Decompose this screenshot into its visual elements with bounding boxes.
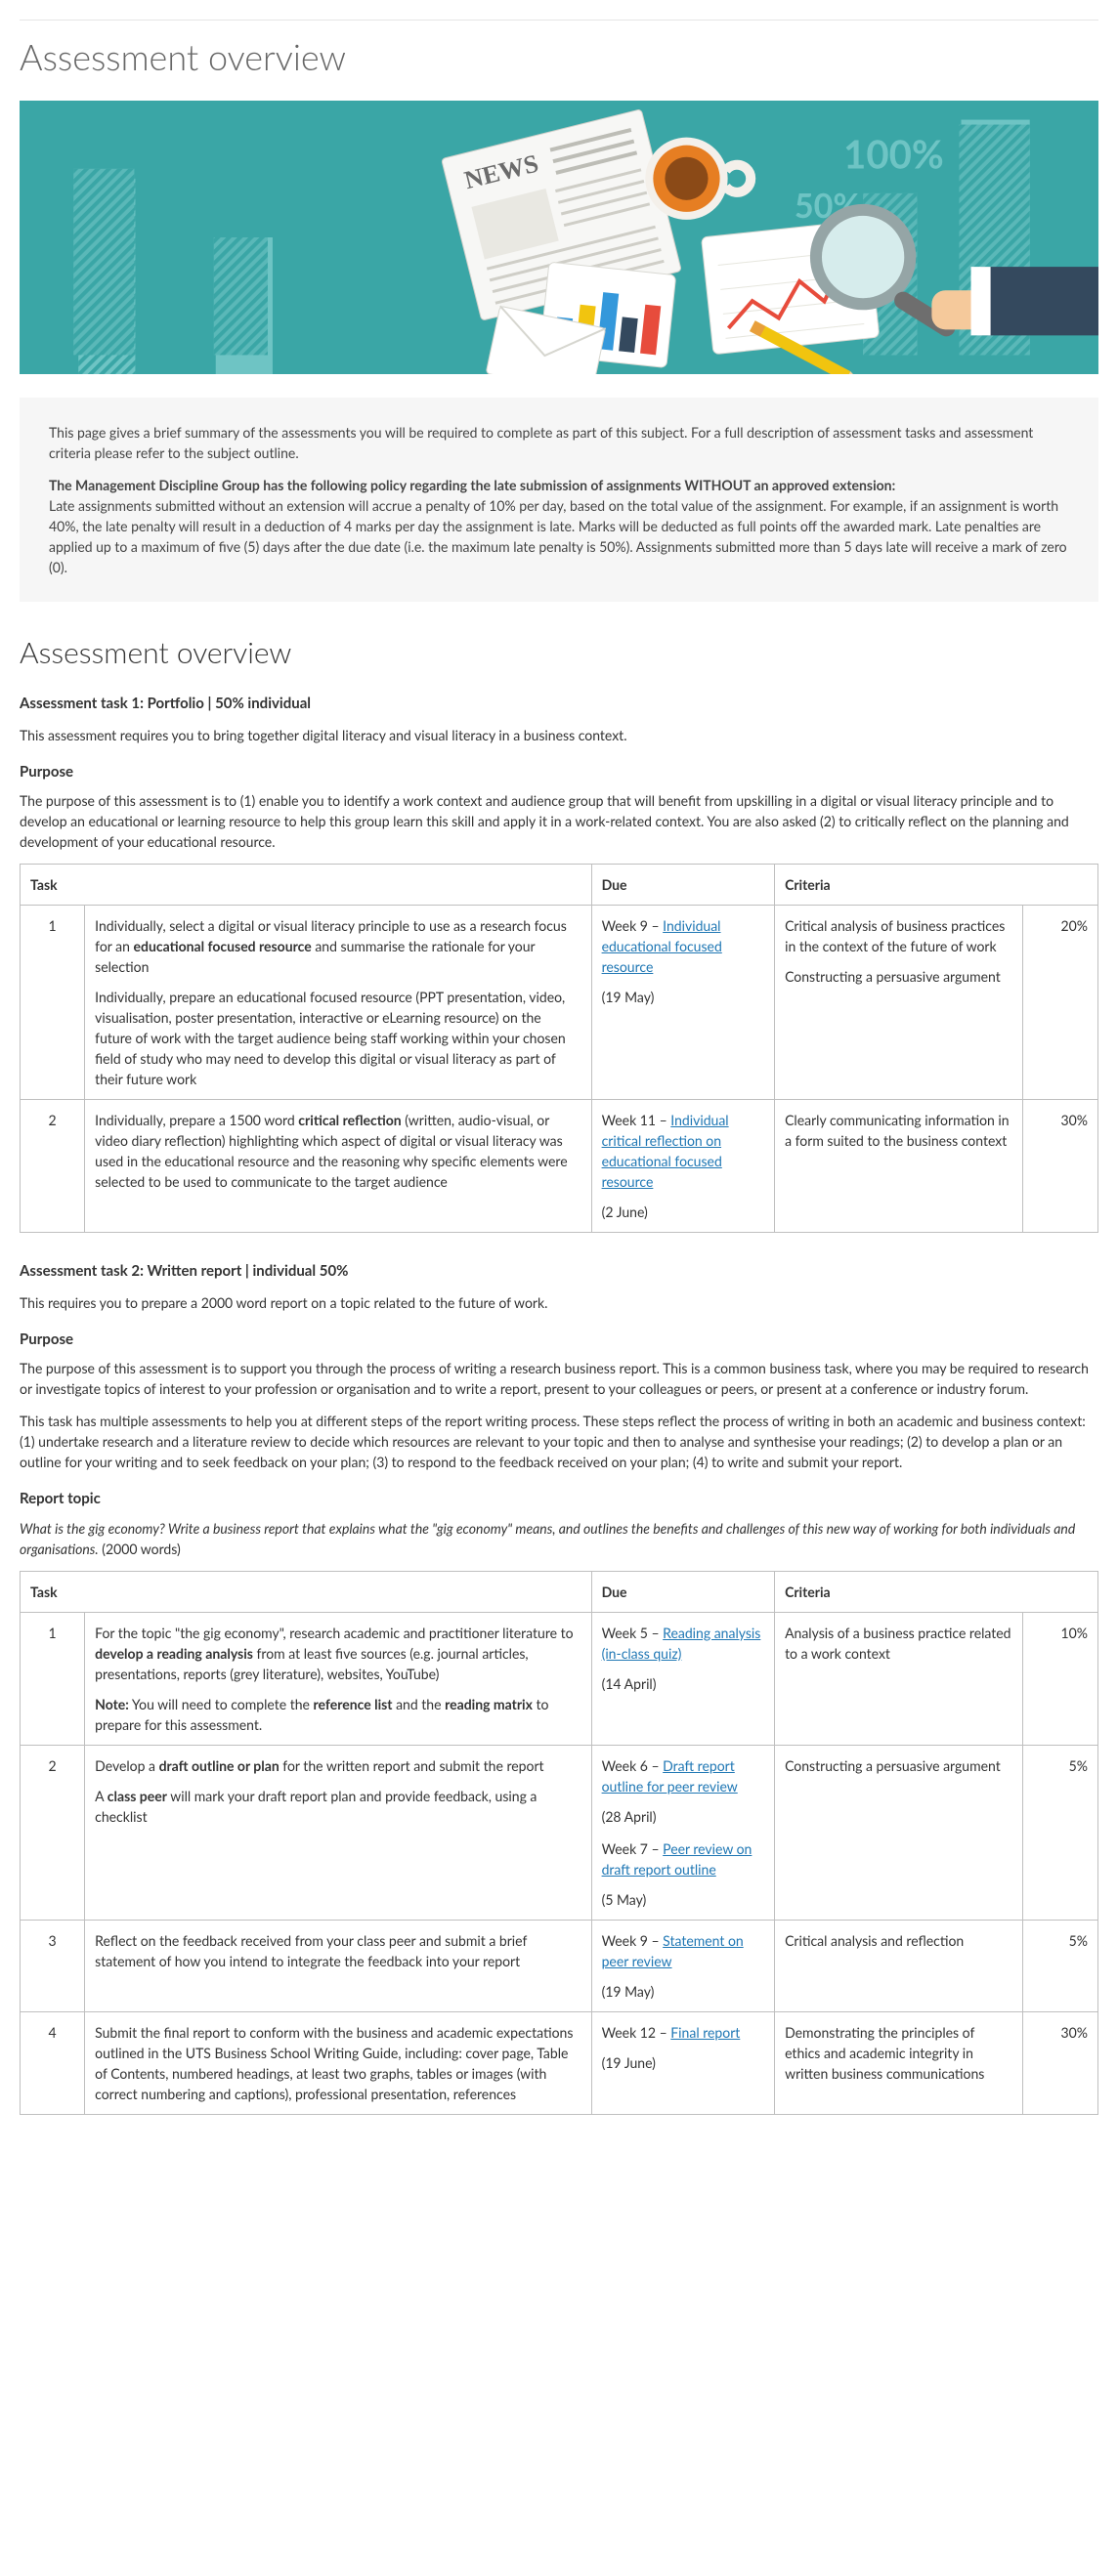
row-criteria: Analysis of a business practice related … bbox=[775, 1612, 1023, 1745]
row-criteria: Clearly communicating information in a f… bbox=[775, 1100, 1023, 1233]
row-due: Week 9 – Individual educational focused … bbox=[591, 906, 775, 1100]
info-policy: The Management Discipline Group has the … bbox=[49, 475, 1069, 577]
table-row: 4 Submit the final report to conform wit… bbox=[21, 2011, 1098, 2114]
row-num: 1 bbox=[21, 906, 85, 1100]
task2-intro: This requires you to prepare a 2000 word… bbox=[20, 1292, 1098, 1313]
task2-purpose-1: The purpose of this assessment is to sup… bbox=[20, 1358, 1098, 1399]
table-row: 1 For the topic "the gig economy", resea… bbox=[21, 1612, 1098, 1745]
task2-purpose-2: This task has multiple assessments to he… bbox=[20, 1411, 1098, 1472]
row-num: 2 bbox=[21, 1745, 85, 1920]
task1-col-due: Due bbox=[591, 865, 775, 906]
page-title: Assessment overview bbox=[20, 30, 1098, 83]
row-due: Week 5 – Reading analysis (in-class quiz… bbox=[591, 1612, 775, 1745]
overview-heading: Assessment overview bbox=[20, 631, 1098, 675]
row-due: Week 9 – Statement on peer review (19 Ma… bbox=[591, 1920, 775, 2011]
row-weight: 10% bbox=[1022, 1612, 1097, 1745]
row-criteria: Critical analysis and reflection bbox=[775, 1920, 1023, 2011]
task2-col-due: Due bbox=[591, 1571, 775, 1612]
task2-col-criteria: Criteria bbox=[775, 1571, 1098, 1612]
task2-topic: What is the gig economy? Write a busines… bbox=[20, 1518, 1098, 1559]
banner-pct-100: 100% bbox=[843, 130, 944, 178]
task1-col-criteria: Criteria bbox=[775, 865, 1098, 906]
task1-col-task: Task bbox=[21, 865, 592, 906]
info-policy-heading: The Management Discipline Group has the … bbox=[49, 477, 895, 493]
task1-table: Task Due Criteria 1 Individually, select… bbox=[20, 864, 1098, 1233]
row-weight: 5% bbox=[1022, 1920, 1097, 2011]
row-due: Week 12 – Final report (19 June) bbox=[591, 2011, 775, 2114]
task1-heading: Assessment task 1: Portfolio | 50% indiv… bbox=[20, 693, 1098, 715]
row-due: Week 11 – Individual critical reflection… bbox=[591, 1100, 775, 1233]
task1-purpose: The purpose of this assessment is to (1)… bbox=[20, 790, 1098, 852]
table-row: 2 Individually, prepare a 1500 word crit… bbox=[21, 1100, 1098, 1233]
row-desc: For the topic "the gig economy", researc… bbox=[85, 1612, 591, 1745]
row-num: 1 bbox=[21, 1612, 85, 1745]
row-weight: 5% bbox=[1022, 1745, 1097, 1920]
task2-col-task: Task bbox=[21, 1571, 592, 1612]
table-row: 3 Reflect on the feedback received from … bbox=[21, 1920, 1098, 2011]
policy-info-box: This page gives a brief summary of the a… bbox=[20, 398, 1098, 602]
hero-banner: 100% 50% NEWS bbox=[20, 101, 1098, 374]
row-weight: 30% bbox=[1022, 2011, 1097, 2114]
row-criteria: Constructing a persuasive argument bbox=[775, 1745, 1023, 1920]
row-desc: Individually, prepare a 1500 word critic… bbox=[85, 1100, 591, 1233]
table-row: 2 Develop a draft outline or plan for th… bbox=[21, 1745, 1098, 1920]
task2-topic-h: Report topic bbox=[20, 1488, 1098, 1510]
due-link[interactable]: Final report bbox=[670, 2024, 740, 2041]
top-divider bbox=[20, 20, 1098, 21]
row-num: 3 bbox=[21, 1920, 85, 2011]
task2-table: Task Due Criteria 1 For the topic "the g… bbox=[20, 1571, 1098, 2115]
row-desc: Reflect on the feedback received from yo… bbox=[85, 1920, 591, 2011]
task1-intro: This assessment requires you to bring to… bbox=[20, 725, 1098, 745]
info-policy-body: Late assignments submitted without an ex… bbox=[49, 497, 1067, 575]
task2-purpose-h: Purpose bbox=[20, 1329, 1098, 1351]
row-num: 4 bbox=[21, 2011, 85, 2114]
row-num: 2 bbox=[21, 1100, 85, 1233]
row-criteria: Critical analysis of business practices … bbox=[775, 906, 1023, 1100]
task1-purpose-h: Purpose bbox=[20, 761, 1098, 783]
row-desc: Submit the final report to conform with … bbox=[85, 2011, 591, 2114]
row-criteria: Demonstrating the principles of ethics a… bbox=[775, 2011, 1023, 2114]
row-weight: 30% bbox=[1022, 1100, 1097, 1233]
table-row: 1 Individually, select a digital or visu… bbox=[21, 906, 1098, 1100]
row-weight: 20% bbox=[1022, 906, 1097, 1100]
task2-heading: Assessment task 2: Written report | indi… bbox=[20, 1260, 1098, 1283]
row-desc: Develop a draft outline or plan for the … bbox=[85, 1745, 591, 1920]
info-intro: This page gives a brief summary of the a… bbox=[49, 422, 1069, 463]
row-desc: Individually, select a digital or visual… bbox=[85, 906, 591, 1100]
row-due: Week 6 – Draft report outline for peer r… bbox=[591, 1745, 775, 1920]
